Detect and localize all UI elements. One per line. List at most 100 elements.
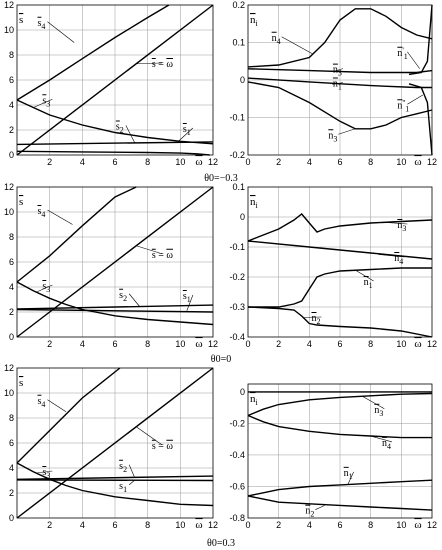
x-tick-label: 6 xyxy=(112,157,117,167)
x-tick-label: 8 xyxy=(145,339,150,349)
y-tick-label: -0.8 xyxy=(229,513,245,523)
y-tick-label: 10 xyxy=(4,388,14,398)
y-tick-label: 0.1 xyxy=(232,182,245,192)
x-tick-label: 12 xyxy=(427,520,437,530)
plot-frame xyxy=(247,383,433,519)
y-tick-label: 12 xyxy=(4,182,14,192)
y-tick-label: -0.6 xyxy=(229,481,245,491)
x-tick-label: 4 xyxy=(307,520,312,530)
x-tick-label: 12 xyxy=(427,339,437,349)
curve-label: s3 xyxy=(42,281,50,294)
curve-label: s2 xyxy=(119,290,127,303)
y-axis-label: s xyxy=(19,377,23,389)
curve-label: n4 xyxy=(394,253,403,266)
caption-3: θ0=0.3 xyxy=(207,538,235,549)
y-tick-label: 0 xyxy=(9,150,14,160)
x-axis-label: ω xyxy=(414,338,421,350)
series-line-3 xyxy=(16,99,214,145)
plot-frame xyxy=(247,4,433,156)
x-axis-label: ω xyxy=(414,519,421,531)
y-tick-label: 4 xyxy=(9,282,14,292)
label-leader xyxy=(128,293,140,307)
x-tick-label: 10 xyxy=(396,520,406,530)
plot-frame xyxy=(247,186,433,338)
x-tick-label: 4 xyxy=(307,157,312,167)
series-line-1 xyxy=(247,213,433,242)
y-tick-label: -0.4 xyxy=(229,332,245,342)
label-leader xyxy=(47,21,75,43)
y-tick-label: 2 xyxy=(9,125,14,135)
plot-frame xyxy=(16,186,214,338)
y-axis-label: ni xyxy=(250,393,259,407)
y-tick-label: -0.2 xyxy=(229,418,245,428)
y-tick-label: 4 xyxy=(9,100,14,110)
label-leader xyxy=(378,254,405,258)
y-tick-label: 0.2 xyxy=(232,0,245,10)
x-tick-label: 0 xyxy=(245,339,250,349)
label-leader xyxy=(315,505,325,510)
x-tick-label: 8 xyxy=(145,157,150,167)
x-tick-label: 10 xyxy=(175,339,185,349)
label-leader xyxy=(125,125,135,143)
series-line-2 xyxy=(16,367,214,519)
y-tick-label: -0.3 xyxy=(229,302,245,312)
curve-label: s1 xyxy=(183,291,191,304)
series-line-6 xyxy=(408,83,433,156)
series-line-4 xyxy=(16,141,214,146)
y-axis-label: s xyxy=(19,196,23,208)
y-tick-label: 0 xyxy=(240,387,245,397)
series-line-3 xyxy=(16,281,214,326)
y-tick-label: 12 xyxy=(4,0,14,10)
curve-label: n4 xyxy=(382,438,391,451)
y-tick-label: 0 xyxy=(9,513,14,523)
x-tick-label: 4 xyxy=(307,339,312,349)
y-tick-label: 4 xyxy=(9,463,14,473)
x-tick-label: 6 xyxy=(112,339,117,349)
curve-label: n3 xyxy=(397,220,406,233)
series-line-2 xyxy=(247,392,433,417)
curve-label: s4 xyxy=(38,18,46,31)
panel-5: 2 4 6 8 10 12 0 2 4 6 8 10 12 s ω s4 s = ω s3 s2 s1 xyxy=(4,363,218,531)
curve-label: n''1 xyxy=(397,98,409,113)
y-tick-label: 6 xyxy=(9,438,14,448)
y-tick-label: 0 xyxy=(9,332,14,342)
y-tick-label: -0.4 xyxy=(229,450,245,460)
curve-label: n1 xyxy=(333,79,342,92)
label-leader xyxy=(338,128,356,135)
x-tick-label: 12 xyxy=(427,157,437,167)
y-tick-label: 0 xyxy=(240,212,245,222)
series-line-5 xyxy=(408,4,433,76)
curve-label: s = ω xyxy=(152,59,174,70)
x-tick-label: 10 xyxy=(175,157,185,167)
series-line-5 xyxy=(16,150,210,156)
y-tick-label: 2 xyxy=(9,488,14,498)
plot-frame xyxy=(16,4,214,156)
curve-label: s3 xyxy=(42,467,50,480)
y-tick-label: 10 xyxy=(4,207,14,217)
y-tick-label: 10 xyxy=(4,25,14,35)
label-leader xyxy=(33,98,53,108)
y-axis-label: ni xyxy=(250,14,259,28)
y-axis-label: ni xyxy=(250,196,259,210)
plot-frame xyxy=(16,367,214,519)
x-tick-label: 4 xyxy=(80,157,85,167)
x-tick-label: 4 xyxy=(80,520,85,530)
curve-label: n4 xyxy=(272,33,281,46)
label-leader xyxy=(362,396,385,410)
label-leader xyxy=(47,399,67,413)
x-tick-label: 12 xyxy=(208,157,218,167)
curve-label: n'1 xyxy=(397,46,407,61)
curve-label: s = ω xyxy=(152,441,174,452)
curve-label: s1 xyxy=(119,481,127,494)
label-leader xyxy=(347,471,354,486)
curve-label: n3 xyxy=(333,65,342,78)
x-tick-label: 6 xyxy=(112,520,117,530)
curve-label: s4 xyxy=(38,396,46,409)
x-tick-label: 2 xyxy=(276,520,281,530)
curve-label: s2 xyxy=(116,122,124,135)
series-line-3 xyxy=(16,462,214,507)
series-line-5 xyxy=(247,495,433,511)
label-leader xyxy=(303,316,322,318)
x-tick-label: 0 xyxy=(245,157,250,167)
panel-6: 0 2 4 6 8 10 12 0 -0.2 -0.4 -0.6 -0.8 ni ω n3 n4 n1 n2 xyxy=(229,383,437,531)
